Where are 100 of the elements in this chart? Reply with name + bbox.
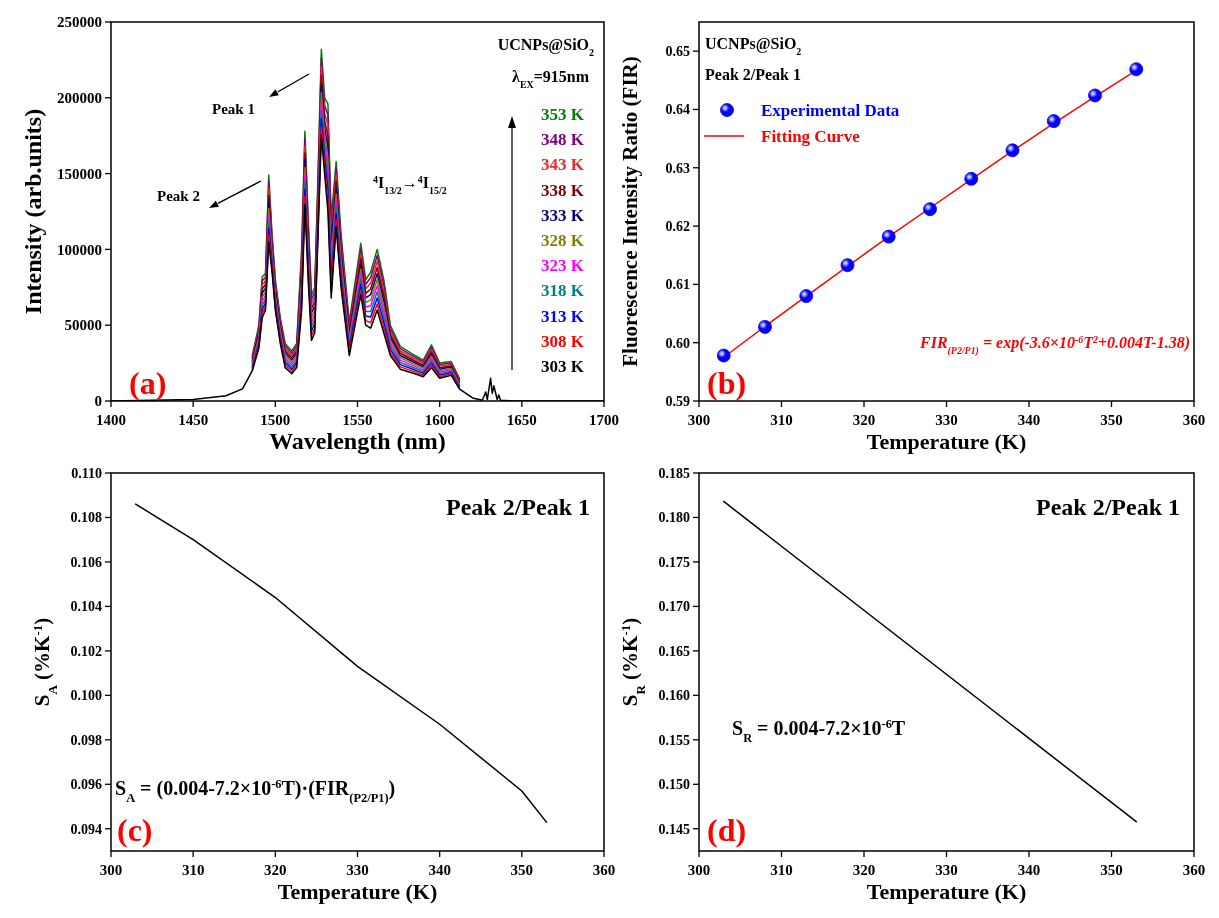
y-axis-title: Intensity (arb.units) bbox=[20, 108, 46, 315]
point bbox=[964, 171, 979, 186]
point bbox=[716, 348, 731, 363]
annotation: Peak 2/Peak 1 bbox=[1036, 494, 1180, 520]
annotation: $^{4}$I$_{13/2}$→$^{4}$I$_{15/2}$ bbox=[373, 173, 447, 196]
annotation: Peak 2/Peak 1 bbox=[705, 66, 801, 83]
point bbox=[1046, 114, 1061, 129]
annotation: S$_{R}$ = 0.004-7.2×10$^{-6}$T bbox=[732, 717, 906, 745]
series-label: 303 K bbox=[541, 357, 585, 376]
text: 343 K bbox=[541, 155, 585, 175]
x-tick-label: 1700 bbox=[589, 412, 619, 428]
legend-label: Fitting Curve bbox=[761, 127, 861, 146]
x-tick-label: 340 bbox=[428, 862, 451, 878]
annotation: (a) bbox=[129, 365, 167, 401]
text: 308 K bbox=[541, 331, 585, 351]
y-tick-label: 0.106 bbox=[70, 554, 102, 570]
x-tick-label: 1500 bbox=[260, 412, 291, 428]
annotation: (c) bbox=[117, 812, 153, 848]
text: 338 K bbox=[541, 180, 585, 200]
x-tick-label: 1550 bbox=[342, 412, 373, 428]
x-axis-title: Temperature (K) bbox=[866, 879, 1027, 904]
annotation: UCNPs@SiO$_{2}$ bbox=[497, 36, 595, 58]
annotation: λ$_{EX}$=915nm bbox=[512, 68, 590, 90]
y-tick-label: 100000 bbox=[57, 241, 102, 258]
point bbox=[923, 202, 937, 217]
y-tick-label: 0.108 bbox=[70, 510, 102, 526]
x-tick-label: 300 bbox=[687, 862, 711, 878]
y-tick-label: 0.165 bbox=[658, 643, 690, 659]
y-tick-label: 0.110 bbox=[71, 465, 102, 481]
x-tick-label: 340 bbox=[1017, 412, 1041, 428]
x-tick-label: 360 bbox=[1182, 412, 1206, 428]
y-tick-label: 0.180 bbox=[658, 510, 690, 526]
y-tick-label: 0.65 bbox=[665, 44, 690, 60]
annotation: (b) bbox=[707, 365, 747, 401]
point bbox=[881, 229, 896, 244]
y-tick-label: 0.59 bbox=[665, 393, 690, 409]
y-tick-label: 0.096 bbox=[70, 777, 102, 793]
y-tick-label: 0.100 bbox=[70, 688, 102, 704]
text: 328 K bbox=[541, 231, 585, 250]
x-axis-title: Wavelength (nm) bbox=[269, 428, 446, 454]
x-tick-label: 360 bbox=[592, 862, 616, 878]
y-tick-label: 0.62 bbox=[665, 218, 690, 234]
x-tick-label: 350 bbox=[1100, 412, 1123, 428]
x-tick-label: 330 bbox=[346, 862, 369, 878]
y-tick-label: 0.150 bbox=[658, 777, 690, 793]
y-axis-title: Fluorescence Intensity Ratio (FIR) bbox=[618, 56, 642, 367]
x-tick-label: 320 bbox=[852, 412, 876, 428]
y-tick-label: 0.64 bbox=[665, 102, 690, 118]
x-tick-label: 1650 bbox=[506, 412, 537, 428]
annotation: FIR$_{(P2/P1)}$ = exp(-3.6×10$^{-6}$T$^{2}$+0.004T-1.38) bbox=[918, 333, 1190, 357]
y-tick-label: 150000 bbox=[57, 165, 102, 182]
x-tick-label: 300 bbox=[687, 412, 711, 428]
y-tick-label: 0.170 bbox=[658, 599, 690, 615]
y-tick-label: 0.61 bbox=[665, 277, 690, 293]
x-tick-label: 360 bbox=[1182, 862, 1206, 878]
text: 318 K bbox=[541, 281, 585, 301]
y-tick-label: 0.175 bbox=[658, 554, 690, 570]
x-tick-label: 320 bbox=[264, 862, 287, 878]
y-tick-label: 0.155 bbox=[658, 732, 690, 748]
x-tick-label: 330 bbox=[935, 412, 958, 428]
annotation: S$_{A}$ = (0.004-7.2×10$^{-6}$T)·(FIR$_{(P2/P1)}$) bbox=[115, 777, 396, 805]
text: 333 K bbox=[541, 205, 585, 225]
x-axis-title: Temperature (K) bbox=[866, 429, 1027, 454]
x-tick-label: 1600 bbox=[424, 412, 455, 428]
annotation: Peak 2 bbox=[157, 188, 200, 204]
text: 353 K bbox=[541, 105, 585, 124]
point bbox=[799, 289, 814, 303]
y-tick-label: 250000 bbox=[57, 14, 102, 31]
annotation: (d) bbox=[707, 812, 747, 848]
point bbox=[1005, 143, 1020, 158]
x-tick-label: 310 bbox=[770, 412, 793, 428]
y-tick-label: 0.094 bbox=[70, 821, 102, 837]
y-tick-label: 0.145 bbox=[658, 821, 690, 837]
annotation: Peak 1 bbox=[212, 101, 255, 117]
y-tick-label: 200000 bbox=[57, 90, 102, 107]
y-tick-label: 0.104 bbox=[70, 599, 102, 615]
x-tick-label: 350 bbox=[510, 862, 534, 878]
x-tick-label: 330 bbox=[935, 862, 958, 878]
y-tick-label: 0.60 bbox=[665, 335, 690, 351]
y-tick-label: 0 bbox=[94, 393, 102, 410]
x-tick-label: 310 bbox=[181, 862, 205, 878]
x-tick-label: 340 bbox=[1017, 862, 1041, 878]
y-tick-label: 0.63 bbox=[665, 160, 690, 176]
point bbox=[758, 320, 772, 334]
legend-label: Experimental Data bbox=[761, 101, 900, 120]
annotation: UCNPs@SiO$_{2}$ bbox=[705, 35, 802, 57]
x-tick-label: 300 bbox=[99, 862, 123, 878]
y-tick-label: 0.185 bbox=[658, 465, 690, 481]
y-tick-label: 50000 bbox=[64, 317, 102, 334]
text: 313 K bbox=[541, 306, 585, 326]
x-tick-label: 1400 bbox=[96, 412, 126, 428]
annotation: Peak 2/Peak 1 bbox=[446, 494, 590, 520]
text: 323 K bbox=[541, 256, 585, 276]
text: 348 K bbox=[541, 130, 585, 150]
point bbox=[1129, 62, 1144, 77]
x-tick-label: 320 bbox=[852, 862, 876, 878]
y-tick-label: 0.098 bbox=[70, 732, 102, 748]
x-axis-title: Temperature (K) bbox=[277, 879, 438, 904]
point bbox=[840, 258, 855, 273]
y-tick-label: 0.160 bbox=[658, 688, 690, 704]
